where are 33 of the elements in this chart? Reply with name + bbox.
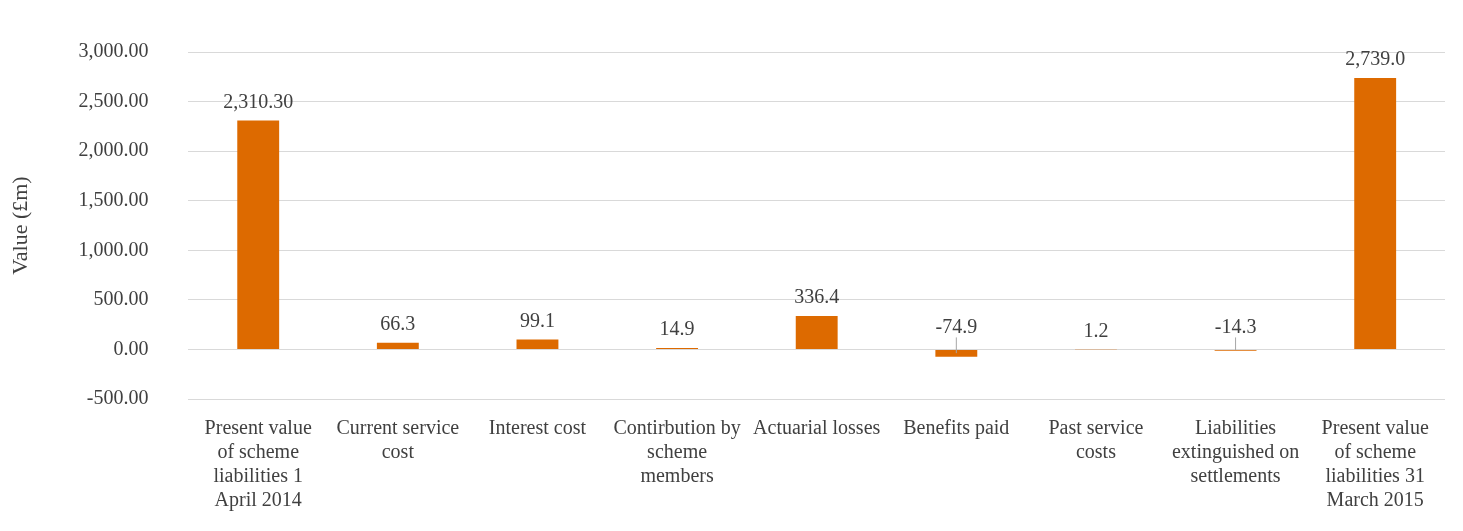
data-label: 99.1 [519, 308, 555, 331]
y-tick-label: 2,500.00 [78, 88, 149, 111]
data-label: 2,739.0 [1345, 47, 1406, 70]
y-tick-label: 1,500.00 [78, 187, 149, 210]
x-tick-label: Contirbution by scheme members [613, 416, 741, 487]
x-tick-label: Past service costs [1048, 416, 1144, 463]
y-tick-label: 500.00 [93, 287, 149, 310]
data-label: 14.9 [659, 317, 695, 340]
bar [237, 120, 280, 349]
x-tick-label: Benefits paid [903, 416, 1010, 440]
bar [935, 349, 978, 357]
data-label: 2,310.30 [223, 89, 294, 112]
x-tick-label: Liabilities extinguished on settlements [1171, 416, 1300, 487]
x-tick-label: Present value of scheme liabilities 31 March 2015 [1321, 416, 1429, 511]
bar [516, 339, 559, 349]
x-tick-label: Current service cost [336, 416, 460, 463]
x-tick-label: Present value of scheme liabilities 1 April 2014 [204, 416, 312, 512]
y-tick-label: 3,000.00 [78, 39, 149, 62]
y-axis-title: Value (£m) [6, 176, 32, 275]
data-label: 1.2 [1083, 318, 1109, 341]
bar [795, 316, 838, 349]
y-tick-label: 0.00 [113, 336, 149, 359]
x-tick-label: Actuarial losses [753, 416, 881, 439]
data-label: 66.3 [380, 312, 416, 335]
y-tick-label: 2,000.00 [78, 138, 149, 161]
y-tick-label: 1,000.00 [78, 237, 149, 260]
y-tick-label: -500.00 [86, 386, 149, 409]
data-label: -74.9 [935, 314, 978, 337]
bar [1354, 77, 1397, 349]
data-label: -14.3 [1214, 314, 1257, 337]
bar [376, 342, 419, 349]
data-label: 336.4 [794, 285, 840, 308]
x-tick-label: Interest cost [488, 416, 587, 439]
